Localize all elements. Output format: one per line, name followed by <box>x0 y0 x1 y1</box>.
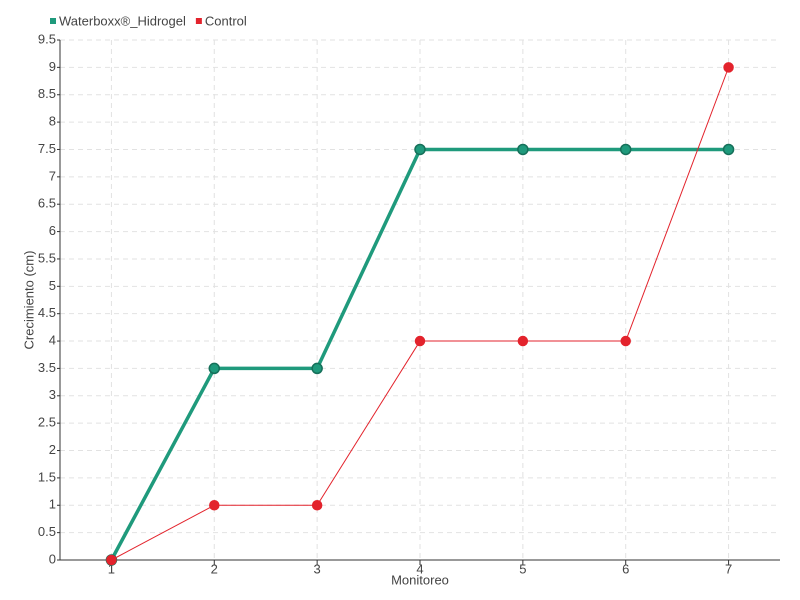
y-tick-label: 7.5 <box>38 141 56 156</box>
point <box>620 335 631 347</box>
y-tick-label: 3.5 <box>38 360 56 375</box>
point <box>722 143 735 156</box>
x-tick-label: 5 <box>519 561 526 576</box>
y-axis-title: Crecimiento (cm) <box>21 251 36 350</box>
y-tick-label: 0.5 <box>38 524 56 539</box>
point <box>723 62 734 73</box>
y-tick-label: 2 <box>49 442 56 457</box>
y-tick-label: 8 <box>49 114 56 129</box>
x-tick-label: 1 <box>108 561 115 576</box>
y-tick-label: 1 <box>49 497 56 512</box>
y-tick-label: 9.5 <box>38 31 56 46</box>
x-axis-title: Monitoreo <box>391 572 449 587</box>
legend-label: Control <box>205 13 247 28</box>
y-tick-label: 5 <box>49 278 56 293</box>
y-tick-label: 4.5 <box>38 305 56 320</box>
y-tick-label: 5.5 <box>38 250 56 265</box>
point <box>311 362 323 375</box>
y-tick-label: 4 <box>49 332 56 347</box>
point <box>619 143 632 156</box>
y-tick-label: 9 <box>49 59 56 74</box>
point <box>517 335 529 347</box>
y-tick-label: 0 <box>49 551 56 566</box>
y-tick-label: 3 <box>49 387 56 402</box>
point <box>311 500 323 511</box>
x-tick-label: 7 <box>725 561 732 576</box>
legend-label: Waterboxx®_Hidrogel <box>59 13 186 28</box>
point <box>414 143 426 156</box>
legend-swatch <box>195 18 202 24</box>
x-tick-label: 4 <box>416 561 423 576</box>
y-tick-label: 6 <box>49 223 56 238</box>
x-tick-label: 2 <box>211 561 218 576</box>
x-tick-label: 6 <box>622 561 629 576</box>
y-tick-label: 6.5 <box>38 196 56 211</box>
point <box>208 362 221 375</box>
x-tick-label: 3 <box>314 561 321 576</box>
y-tick-label: 7 <box>49 168 56 183</box>
point <box>517 143 529 156</box>
point <box>106 554 117 566</box>
legend-swatch <box>50 18 56 24</box>
y-tick-label: 1.5 <box>38 469 56 484</box>
point <box>414 335 426 347</box>
y-tick-label: 8.5 <box>38 86 56 101</box>
y-tick-label: 2.5 <box>38 415 56 430</box>
point <box>209 500 220 511</box>
